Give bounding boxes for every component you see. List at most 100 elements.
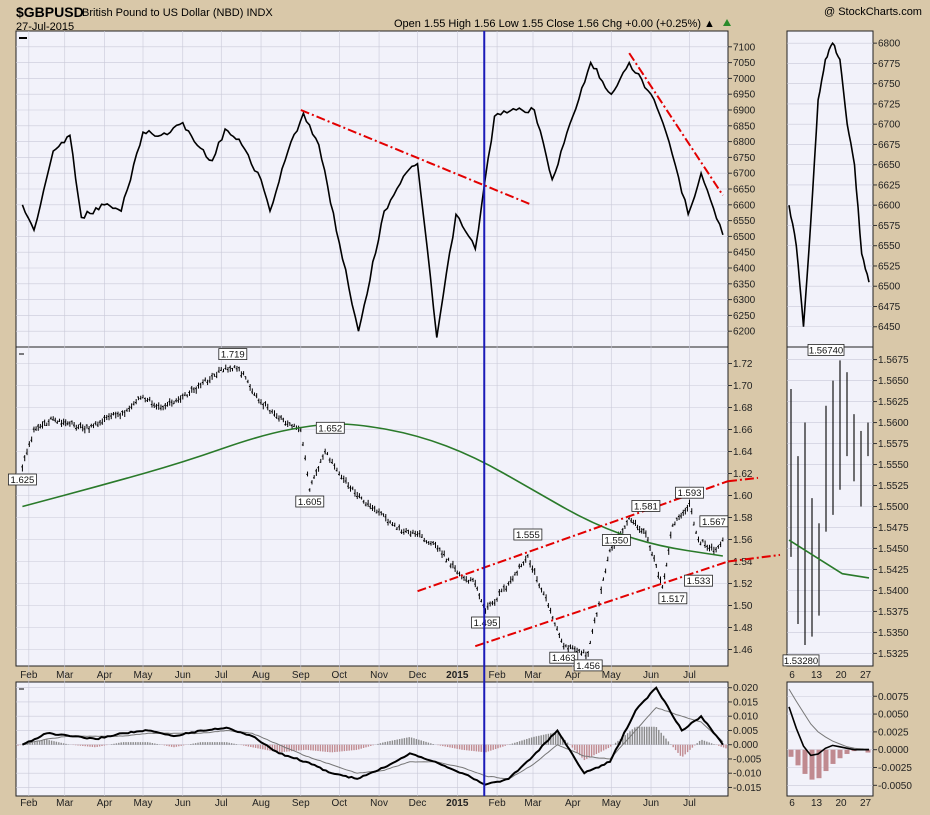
up-arrow-icon <box>723 19 731 26</box>
gbpusd-y-tick-label: 1.60 <box>733 491 753 502</box>
gbpusd-price-label-box <box>699 515 729 528</box>
ftse-zoom-y-tick-label: 6575 <box>878 221 901 232</box>
ftse-y-tick-label: 6400 <box>733 264 756 275</box>
gbpusd-zoom-ma <box>788 539 870 579</box>
gbpusd-y-tick-label: 1.46 <box>733 645 753 656</box>
ohlc-readout: Open 1.55 High 1.56 Low 1.55 Close 1.56 … <box>394 18 715 30</box>
gbpusd-zoom-y-tick-label: 1.5650 <box>878 376 909 387</box>
ftse-y-tick-label: 6900 <box>733 106 756 117</box>
gbpusd-zoom-bars <box>790 360 869 646</box>
gbpusd-y-tick-label: 1.66 <box>733 425 753 436</box>
gbpusd-price-label: 1.581 <box>634 501 658 512</box>
macd-y-tick-label: -0.005 <box>733 754 762 765</box>
x-tick-label: Mar <box>524 670 542 681</box>
zoom-x-tick-label: 27 <box>860 670 872 681</box>
x-tick-label: Apr <box>97 798 113 809</box>
x-tick-label: Sep <box>292 798 310 809</box>
ftse-y-tick-label: 6600 <box>733 200 756 211</box>
ftse-zoom-y-tick-label: 6525 <box>878 261 901 272</box>
gbpusd-price-label-box <box>295 495 325 508</box>
ftse-zoom-line <box>788 41 870 327</box>
x-tick-label: Feb <box>20 798 38 809</box>
gbpusd-zoom-y-tick-label: 1.5550 <box>878 460 909 471</box>
macd-zoom-line <box>788 706 869 757</box>
chart-panels: 6200625063006350640064506500655066006650… <box>8 19 912 809</box>
ftse-y-tick-label: 6300 <box>733 295 756 306</box>
gbpusd-zoom-label-box <box>807 344 845 356</box>
zoom-x-tick-label: 20 <box>835 670 847 681</box>
ftse-zoom-y-tick-label: 6650 <box>878 160 901 171</box>
macd-y-tick-label: 0.010 <box>733 712 758 723</box>
x-tick-label: Jun <box>175 798 191 809</box>
x-tick-label: 2015 <box>446 670 469 681</box>
x-tick-label: Jul <box>215 670 228 681</box>
gbpusd-y-tick-label: 1.72 <box>733 359 753 370</box>
gbpusd-price-label: 1.517 <box>661 594 685 605</box>
x-tick-label: May <box>602 798 621 809</box>
gbpusd-price-label: 1.719 <box>221 350 245 361</box>
x-tick-label: May <box>134 670 153 681</box>
gbpusd-price-label-box <box>658 592 688 605</box>
x-tick-label: Jun <box>175 670 191 681</box>
macd-y-tick-label: 0.000 <box>733 740 758 751</box>
macd-y-tick-label: 0.020 <box>733 683 758 694</box>
gbpusd-y-tick-label: 1.48 <box>733 623 753 634</box>
gbpusd-zoom-y-tick-label: 1.5400 <box>878 586 909 597</box>
x-tick-label: Sep <box>292 670 310 681</box>
x-tick-label: Aug <box>252 670 270 681</box>
gbpusd-y-tick-label: 1.62 <box>733 469 753 480</box>
gbpusd-zoom-y-tick-label: 1.5675 <box>878 355 909 366</box>
ftse-y-tick-label: 6550 <box>733 216 756 227</box>
x-tick-label: Mar <box>56 798 74 809</box>
gbpusd-bars <box>21 364 724 660</box>
gbpusd-zoom-y-tick-label: 1.5600 <box>878 418 909 429</box>
ftse-zoom-y-tick-label: 6475 <box>878 302 901 313</box>
ftse-zoom-y-tick-label: 6725 <box>878 99 901 110</box>
ftse-zoom-y-tick-label: 6600 <box>878 201 901 212</box>
gbpusd-price-label-box <box>631 499 661 512</box>
ftse-zoom-y-tick-label: 6700 <box>878 120 901 131</box>
gbpusd-price-label-box <box>471 616 500 629</box>
gbpusd-price-label: 1.605 <box>298 497 322 508</box>
gbpusd-zoom-y-tick-label: 1.5375 <box>878 607 909 618</box>
gbpusd-y-tick-label: 1.52 <box>733 579 753 590</box>
gbpusd-zoom-label: 1.56740 <box>809 345 843 356</box>
gbpusd-price-label: 1.533 <box>687 576 711 587</box>
gbpusd-price-label: 1.593 <box>678 488 702 499</box>
ftse-y-tick-label: 6350 <box>733 279 756 290</box>
macd-line <box>21 686 724 786</box>
gbpusd-price-label-box <box>601 534 631 546</box>
macd-zoom-y-tick-label: 0.0025 <box>878 727 909 738</box>
gbpusd-zoom-y-tick-label: 1.5475 <box>878 523 909 534</box>
x-tick-label: May <box>602 670 621 681</box>
ftse-y-tick-label: 6650 <box>733 185 756 196</box>
macd-y-tick-label: -0.010 <box>733 769 762 780</box>
ftse-trendline-1 <box>300 109 533 206</box>
x-tick-label: Mar <box>56 670 74 681</box>
gbpusd-zoom-y-tick-label: 1.5525 <box>878 481 909 492</box>
x-tick-label: Mar <box>524 798 542 809</box>
x-tick-label: Jul <box>215 798 228 809</box>
gbpusd-zoom-y-tick-label: 1.5350 <box>878 628 909 639</box>
gbpusd-panel <box>15 346 729 667</box>
gbpusd-y-tick-label: 1.64 <box>733 447 753 458</box>
macd-signal-line <box>22 707 724 780</box>
x-tick-label: Apr <box>565 798 581 809</box>
gbpusd-y-tick-label: 1.58 <box>733 513 753 524</box>
x-tick-label: May <box>134 798 153 809</box>
macd-y-tick-label: 0.005 <box>733 726 758 737</box>
macd-zoom-y-tick-label: -0.0025 <box>878 763 912 774</box>
gbpusd-price-label-box <box>573 659 603 672</box>
x-tick-label: Jul <box>683 670 696 681</box>
ftse-y-tick-label: 6750 <box>733 153 756 164</box>
ftse-y-tick-label: 7050 <box>733 58 756 69</box>
gbpusd-zoom-label: 1.53280 <box>784 656 818 667</box>
gbpusd-ma200-line <box>21 423 723 557</box>
ftse-y-tick-label: 6250 <box>733 311 756 322</box>
gbpusd-price-label-box <box>513 528 543 541</box>
macd-panel <box>15 681 729 797</box>
x-tick-label: Oct <box>332 670 348 681</box>
gbpusd-price-label-box <box>675 486 704 499</box>
